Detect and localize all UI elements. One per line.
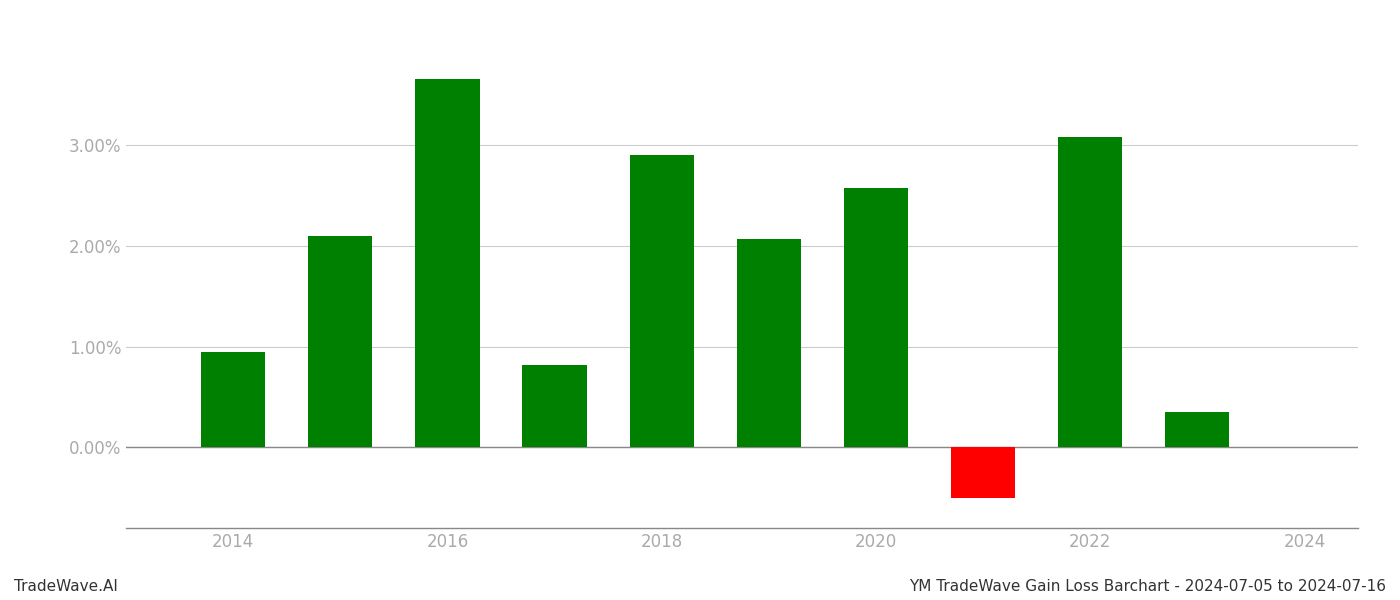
Bar: [522, 365, 587, 448]
Bar: [308, 236, 372, 448]
Bar: [1058, 137, 1123, 448]
Text: YM TradeWave Gain Loss Barchart - 2024-07-05 to 2024-07-16: YM TradeWave Gain Loss Barchart - 2024-0…: [909, 579, 1386, 594]
Bar: [1165, 412, 1229, 448]
Bar: [844, 188, 909, 448]
Bar: [630, 155, 694, 448]
Bar: [416, 79, 480, 448]
Bar: [951, 448, 1015, 498]
Bar: [736, 239, 801, 448]
Bar: [202, 352, 265, 448]
Text: TradeWave.AI: TradeWave.AI: [14, 579, 118, 594]
